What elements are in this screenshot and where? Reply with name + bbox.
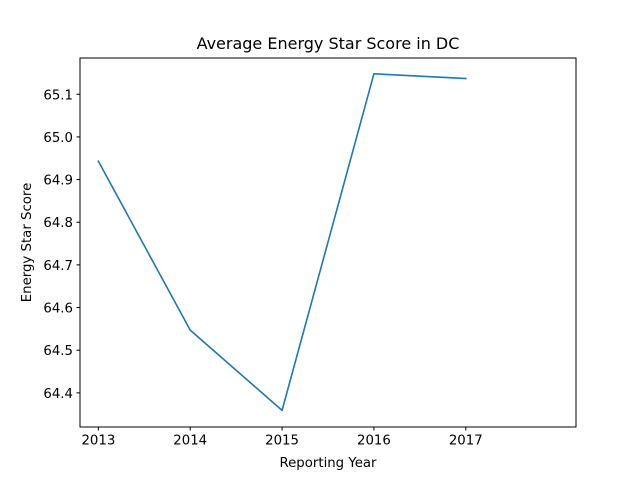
y-tick-label: 64.9 (43, 174, 73, 189)
y-axis-label: Energy Star Score (20, 183, 35, 303)
x-tick-label: 2014 (173, 434, 207, 449)
plot-frame (79, 57, 577, 428)
line-layer (97, 72, 467, 412)
series-line (97, 72, 467, 412)
x-axis-ticks: 2013 2014 2015 2016 2017 (81, 427, 483, 449)
chart-title: Average Energy Star Score in DC (197, 34, 460, 53)
y-tick-label: 64.7 (43, 259, 73, 274)
plot-area: 2013 2014 2015 2016 2017 64.464.564.664.764.… (43, 57, 577, 449)
x-tick-label: 2017 (449, 434, 483, 449)
y-tick-label: 65.1 (43, 88, 73, 103)
y-tick-label: 64.5 (43, 344, 73, 359)
y-tick-label: 64.4 (43, 387, 73, 402)
x-tick-label: 2016 (357, 434, 391, 449)
y-tick-label: 64.8 (43, 216, 73, 231)
x-tick-label: 2015 (265, 434, 299, 449)
y-axis-ticks: 64.4 64.5 64.6 64.7 64.8 64.9 65.0 65.1 (43, 88, 80, 402)
x-axis-label: Reporting Year (279, 456, 377, 471)
x-tick-label: 2013 (81, 434, 115, 449)
y-tick-label: 65.0 (43, 131, 73, 146)
y-tick-label: 64.6 (43, 302, 73, 317)
